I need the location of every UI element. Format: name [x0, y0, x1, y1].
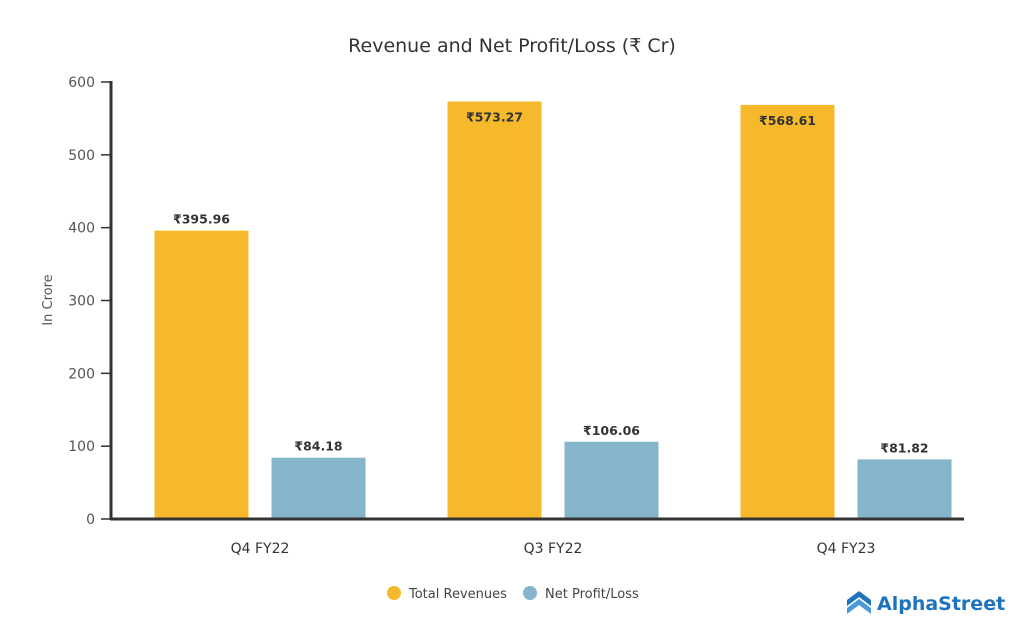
legend-label: Total Revenues	[408, 587, 507, 602]
chart-title: Revenue and Net Profit/Loss (₹ Cr)	[348, 35, 676, 57]
logo-text: AlphaStreet	[877, 593, 1005, 615]
legend-marker	[387, 586, 401, 600]
legend-label: Net Profit/Loss	[545, 587, 639, 602]
bar-total-revenues	[154, 230, 249, 519]
data-label: ₹395.96	[173, 212, 230, 227]
x-tick-label: Q4 FY22	[231, 541, 290, 557]
legend-marker	[523, 586, 537, 600]
data-label: ₹106.06	[583, 423, 640, 438]
bars	[154, 101, 952, 520]
y-tick-label: 100	[68, 439, 95, 455]
bar-total-revenues	[740, 104, 835, 520]
bar-net-profit-loss	[271, 457, 366, 519]
y-axis: 0 100 200 300 400 500 600	[68, 75, 111, 528]
x-axis: Q4 FY22 Q3 FY22 Q4 FY23	[231, 541, 876, 557]
y-tick-label: 0	[86, 512, 95, 528]
bar-net-profit-loss	[564, 441, 659, 519]
x-tick-label: Q3 FY22	[524, 541, 583, 557]
y-tick-label: 200	[68, 366, 95, 382]
y-tick-label: 300	[68, 294, 95, 310]
y-tick-label: 600	[68, 75, 95, 91]
data-label: ₹568.61	[759, 113, 816, 128]
alphastreet-chevron-icon	[847, 591, 871, 614]
alphastreet-logo: AlphaStreet	[847, 591, 1005, 615]
data-label: ₹573.27	[466, 109, 523, 124]
y-tick-label: 500	[68, 148, 95, 164]
legend: Total Revenues Net Profit/Loss	[387, 586, 639, 602]
data-label: ₹84.18	[294, 439, 342, 454]
y-tick-label: 400	[68, 221, 95, 237]
bar-net-profit-loss	[857, 459, 952, 519]
y-axis-label: In Crore	[41, 274, 56, 325]
x-tick-label: Q4 FY23	[817, 541, 876, 557]
data-label: ₹81.82	[880, 440, 928, 455]
data-labels: ₹395.96 ₹84.18 ₹573.27 ₹106.06 ₹568.61 ₹81.82	[173, 109, 929, 455]
bar-total-revenues	[447, 101, 542, 519]
